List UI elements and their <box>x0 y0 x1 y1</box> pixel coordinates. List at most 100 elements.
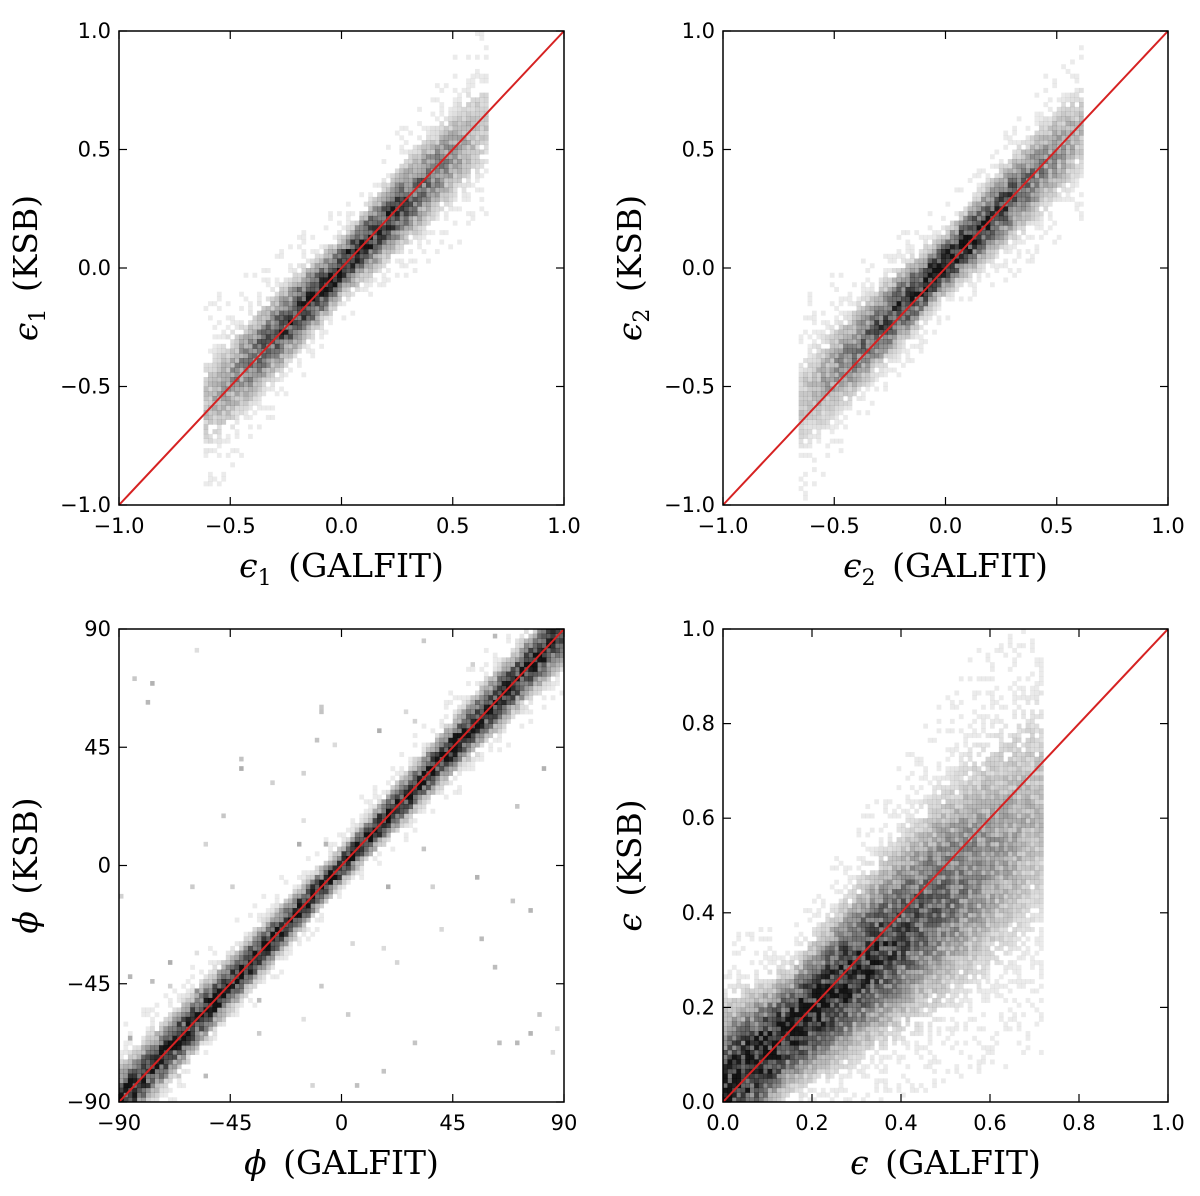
density-cell <box>310 324 316 330</box>
density-cell <box>749 1016 755 1022</box>
density-cell <box>461 163 467 169</box>
density-cell <box>767 993 773 999</box>
density-cell <box>954 234 960 240</box>
density-cell <box>297 893 302 899</box>
density-cell <box>430 182 436 188</box>
density-cell <box>901 230 906 236</box>
density-cell <box>399 766 405 772</box>
density-cell <box>297 358 302 364</box>
density-cell <box>234 391 240 397</box>
density-cell <box>301 249 307 255</box>
density-cell <box>297 263 302 269</box>
density-cell <box>234 983 240 989</box>
density-cell <box>421 751 427 758</box>
density-cell <box>470 215 476 221</box>
density-cell <box>497 747 502 753</box>
density-cell <box>798 443 804 449</box>
density-cell <box>208 481 213 487</box>
density-cell <box>901 343 906 349</box>
density-cell <box>510 662 516 668</box>
density-cell <box>123 1064 129 1070</box>
density-cell <box>479 130 485 136</box>
density-cell <box>443 728 449 734</box>
density-cell <box>208 377 213 383</box>
density-cell <box>749 1092 755 1098</box>
x-tick-label: 45 <box>439 1111 466 1135</box>
x-axis-label: ϕ (GALFIT) <box>244 1143 439 1182</box>
density-cell <box>829 414 835 420</box>
density-cell <box>1065 130 1071 136</box>
density-cell <box>1025 125 1031 131</box>
density-cell <box>1047 97 1053 103</box>
density-cell <box>1070 111 1075 117</box>
density-cell <box>386 804 391 810</box>
density-cell <box>754 1097 759 1103</box>
density-cell <box>909 324 915 330</box>
density-cell <box>838 272 844 278</box>
density-cell <box>1047 196 1053 202</box>
density-cell <box>394 258 400 264</box>
density-cell <box>780 993 786 999</box>
density-cell <box>337 263 342 269</box>
density-cell <box>386 822 391 828</box>
density-cell <box>949 282 955 288</box>
density-cell <box>381 253 387 259</box>
density-cell <box>985 258 991 264</box>
density-cell <box>1052 173 1058 179</box>
density-cell <box>479 709 485 715</box>
density-cell <box>176 1026 182 1032</box>
density-cell <box>328 258 333 264</box>
density-cell <box>408 158 413 165</box>
density-cell <box>394 177 400 183</box>
density-cell <box>1056 234 1062 240</box>
density-cell <box>994 201 1000 207</box>
density-cell <box>856 329 862 335</box>
density-cell <box>803 1068 808 1074</box>
density-cell <box>203 974 209 980</box>
density-cell <box>430 125 436 131</box>
density-cell <box>896 253 902 259</box>
density-cell <box>119 1068 124 1074</box>
density-cell <box>1007 249 1013 255</box>
density-cell <box>740 1035 746 1041</box>
density-cell <box>421 766 427 772</box>
density-cell <box>461 761 467 767</box>
density-cell <box>185 1054 191 1060</box>
density-cell <box>243 395 249 402</box>
density-cell <box>305 889 311 895</box>
density-cell <box>261 391 267 397</box>
density-cell <box>301 893 307 899</box>
density-cell <box>745 974 750 980</box>
density-cell <box>932 310 937 316</box>
density-cell <box>1016 239 1022 245</box>
density-cell <box>345 837 351 843</box>
density-cell <box>461 106 467 112</box>
density-cell <box>248 941 253 947</box>
density-cell <box>869 263 875 269</box>
density-cell <box>541 657 547 663</box>
density-cell <box>248 912 253 918</box>
density-cell <box>412 827 418 833</box>
density-cell <box>1012 225 1017 231</box>
density-cell <box>1052 168 1058 174</box>
density-cell <box>297 898 302 904</box>
density-cell <box>248 997 253 1003</box>
density-cell <box>789 1078 795 1084</box>
density-cell <box>798 1078 804 1084</box>
density-cell <box>869 320 875 326</box>
density-cell <box>363 268 369 274</box>
density-outlier-cell <box>386 884 391 890</box>
density-cell <box>190 1040 195 1046</box>
density-cell <box>976 168 982 174</box>
density-cell <box>350 865 356 871</box>
density-cell <box>279 305 284 311</box>
density-cell <box>145 1049 151 1055</box>
density-cell <box>430 789 436 795</box>
density-cell <box>878 362 884 368</box>
density-cell <box>452 173 458 179</box>
density-cell <box>274 358 280 364</box>
density-cell <box>798 1054 804 1060</box>
density-cell <box>1012 220 1017 226</box>
density-cell <box>221 983 227 989</box>
density-cell <box>243 936 249 942</box>
